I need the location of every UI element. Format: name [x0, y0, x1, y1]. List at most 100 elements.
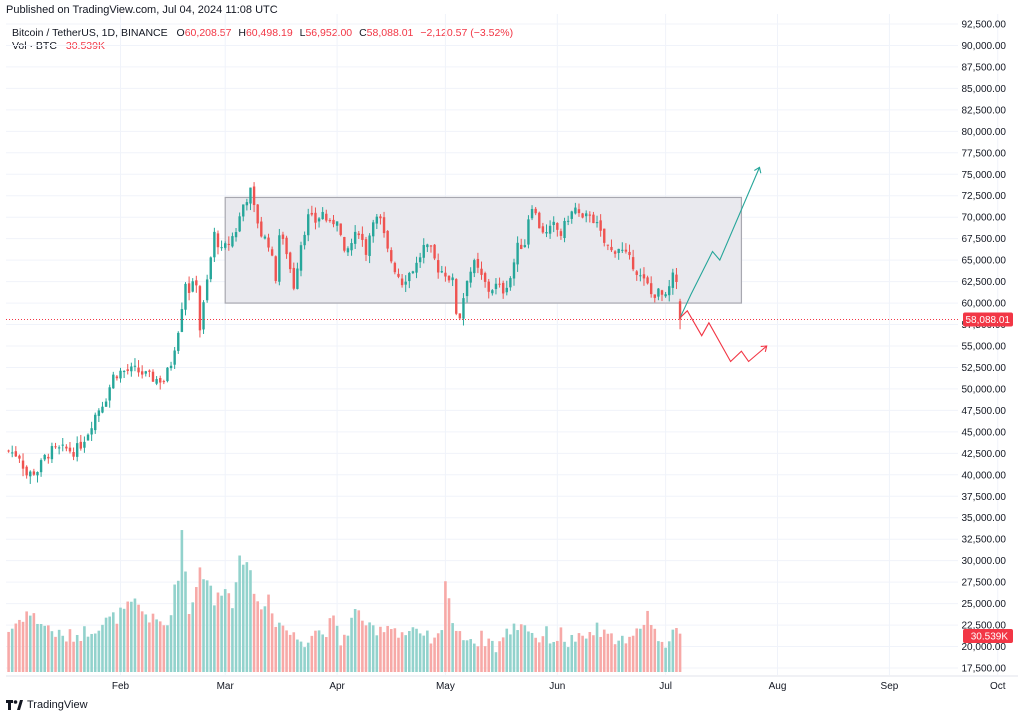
candle-body — [422, 244, 425, 258]
candle-body — [252, 186, 256, 206]
volume-bar — [220, 595, 223, 672]
bear-scenario-path-arrowhead — [760, 345, 768, 352]
candle-body — [621, 249, 624, 251]
volume-bar — [317, 630, 321, 672]
candle-body — [321, 211, 324, 220]
candle-body — [465, 280, 469, 297]
symbol-name[interactable]: Bitcoin / TetherUS, 1D, BINANCE — [12, 27, 168, 39]
candle-body — [245, 202, 249, 206]
price-tick-label: 20,000.00 — [962, 642, 1007, 653]
volume-bar — [314, 630, 317, 672]
candle-body — [523, 245, 527, 248]
volume-bar — [357, 610, 361, 672]
volume-bar — [671, 629, 675, 672]
time-tick-label: Sep — [881, 681, 899, 692]
price-tick-label: 92,500.00 — [962, 20, 1007, 31]
volume-bar — [418, 633, 422, 672]
candle-body — [642, 274, 646, 279]
time-axis: Feb Mar Apr May Jun Jul Aug Sep Oct — [6, 675, 1018, 692]
candle-body — [552, 221, 555, 226]
volume-bar — [97, 630, 101, 672]
candle-body — [657, 288, 660, 297]
price-axis: 92,500.00 90,000.00 87,500.00 85,000.00 82,5… — [962, 20, 1013, 675]
volume-bar — [274, 626, 278, 672]
candle-body — [353, 231, 357, 244]
volume-bar — [379, 626, 382, 672]
candle-body — [570, 211, 573, 219]
volume-bar — [14, 623, 18, 672]
volume-bar — [462, 640, 465, 672]
volume-bar — [350, 617, 353, 672]
time-tick-label: Apr — [329, 681, 345, 692]
volume-bar — [184, 571, 187, 672]
volume-bar — [285, 630, 288, 672]
candle-body — [440, 271, 443, 273]
candle-body — [18, 455, 21, 459]
candle-body — [7, 450, 10, 452]
candle-body — [498, 283, 501, 285]
price-tick-label: 82,500.00 — [962, 105, 1007, 116]
volume-bar — [111, 612, 115, 672]
candle-body — [487, 281, 490, 292]
candle-body — [94, 414, 97, 431]
volume-bar — [624, 643, 628, 672]
candle-body — [166, 367, 169, 382]
candle-body — [494, 283, 498, 290]
volume-bar — [480, 630, 483, 672]
volume-bar — [166, 625, 169, 672]
volume-bar — [678, 633, 682, 672]
candle-body — [458, 313, 462, 319]
high-label: H — [238, 27, 246, 39]
volume-bar — [133, 598, 137, 672]
volume-bar — [93, 633, 97, 672]
volume-bar — [245, 562, 249, 672]
candle-body — [79, 441, 82, 449]
volume-bar — [57, 629, 61, 672]
candle-body — [404, 281, 407, 285]
volume-bar — [86, 636, 90, 672]
volume-bar — [346, 635, 350, 672]
price-tick-label: 72,500.00 — [962, 191, 1007, 202]
volume-bar — [519, 624, 523, 672]
candle-body — [444, 272, 447, 277]
candle-body — [234, 232, 238, 238]
candle-body — [335, 221, 339, 226]
price-tick-label: 85,000.00 — [962, 84, 1007, 95]
volume-bar — [537, 642, 541, 672]
volume-bar — [433, 637, 436, 672]
volume-bar — [465, 640, 469, 672]
candles — [7, 182, 682, 484]
volume-bar — [534, 637, 537, 672]
volume-bar — [90, 633, 93, 672]
candle-body — [436, 260, 440, 273]
candle-body — [180, 309, 184, 332]
last-price-label: 58,088.01 — [966, 315, 1011, 326]
footer-brand[interactable]: TradingView — [27, 699, 88, 711]
volume-bar — [577, 633, 581, 672]
volume-bar — [635, 628, 639, 672]
candle-body — [274, 256, 277, 281]
candle-body — [184, 283, 187, 310]
volume-bar — [545, 626, 548, 672]
volume-bar — [339, 645, 343, 672]
candle-body — [339, 223, 342, 235]
volume-bar — [483, 646, 487, 672]
candle-body — [115, 376, 119, 379]
volume-bar — [559, 627, 563, 672]
candle-body — [238, 216, 241, 232]
volume-label[interactable]: Vol · BTC — [12, 40, 57, 52]
candle-body — [501, 282, 505, 294]
low-value: 56,952.00 — [305, 27, 353, 39]
volume-bar — [426, 630, 429, 672]
last-volume-tag — [963, 629, 1013, 643]
price-tick-label: 40,000.00 — [962, 470, 1007, 481]
candle-body — [548, 225, 552, 234]
volume-bar — [375, 635, 379, 672]
candle-body — [137, 367, 140, 373]
candle-body — [119, 370, 122, 379]
candle-body — [653, 294, 656, 298]
volume-bar — [223, 589, 227, 672]
volume-bar — [581, 635, 584, 672]
volume-bar — [639, 628, 642, 672]
